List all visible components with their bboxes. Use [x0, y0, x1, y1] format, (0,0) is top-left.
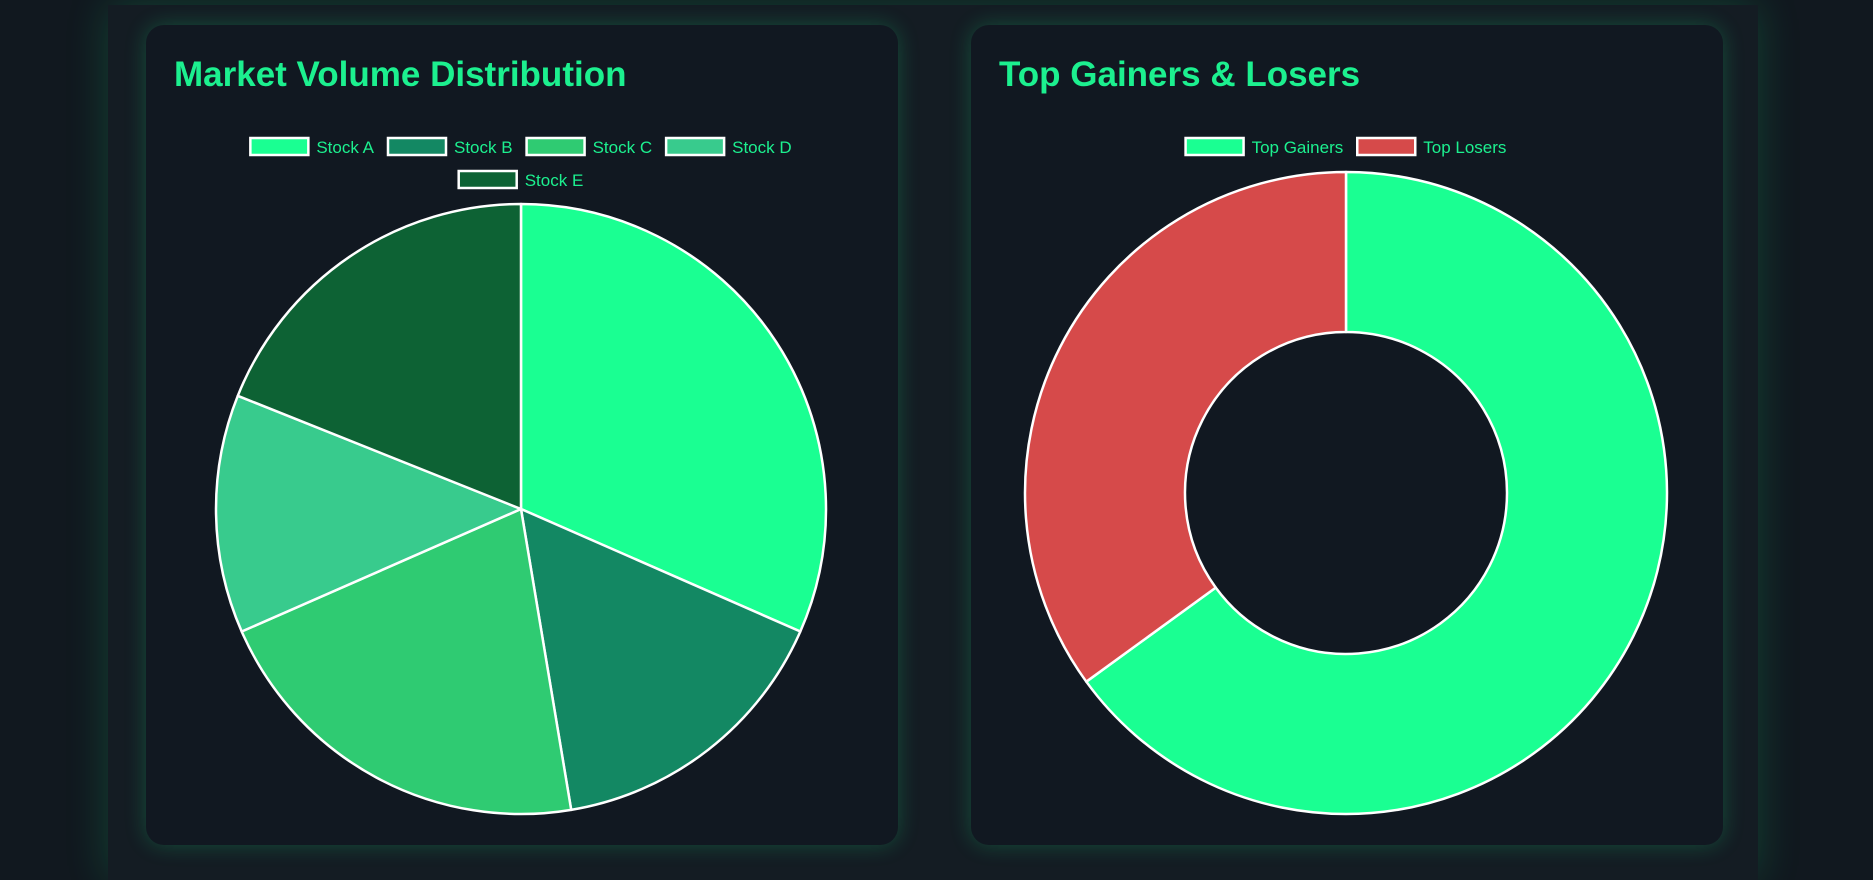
- legend-item-top-gainers[interactable]: Top Gainers: [1184, 136, 1344, 157]
- legend-swatch: [457, 169, 518, 190]
- legend-label: Stock B: [454, 138, 513, 157]
- slice-stock-c[interactable]: [240, 507, 573, 816]
- legend-swatch: [664, 136, 726, 157]
- gainers-losers-card: Top Gainers & Losers Top Gainers Top Lose…: [971, 25, 1723, 845]
- slice-top-gainers[interactable]: [1085, 170, 1669, 816]
- legend-swatch: [1356, 136, 1417, 157]
- legend-label: Top Gainers: [1252, 138, 1344, 157]
- gainers-losers-title: Top Gainers & Losers: [999, 55, 1361, 94]
- legend-swatch: [525, 136, 586, 157]
- legend-label: Stock D: [732, 138, 792, 157]
- slice-stock-d[interactable]: [214, 394, 523, 633]
- market-volume-card: Market Volume Distribution Stock A Stock …: [146, 25, 898, 845]
- slice-stock-e[interactable]: [236, 202, 523, 511]
- legend-swatch: [386, 136, 448, 157]
- legend-label: Top Losers: [1423, 138, 1506, 157]
- legend-label: Stock E: [525, 171, 584, 190]
- market-volume-title: Market Volume Distribution: [174, 55, 627, 94]
- legend-item-stock-a[interactable]: Stock A: [249, 136, 375, 157]
- slice-top-losers[interactable]: [1023, 170, 1348, 683]
- legend-swatch: [1184, 136, 1245, 157]
- slice-stock-a[interactable]: [519, 202, 828, 633]
- legend-item-stock-c[interactable]: Stock C: [525, 136, 653, 157]
- legend-swatch: [249, 136, 310, 157]
- slice-stock-b[interactable]: [519, 507, 802, 812]
- legend-item-stock-e[interactable]: Stock E: [457, 169, 584, 190]
- legend-item-stock-b[interactable]: Stock B: [386, 136, 513, 157]
- gainers-losers-doughnut-chart: Top Gainers Top Losers: [1023, 136, 1669, 816]
- legend-item-stock-d[interactable]: Stock D: [664, 136, 792, 157]
- legend-label: Stock C: [593, 138, 653, 157]
- market-volume-pie-chart: Stock A Stock B Stock C Stock D Stock E: [214, 136, 828, 816]
- legend-item-top-losers[interactable]: Top Losers: [1356, 136, 1506, 157]
- legend-label: Stock A: [316, 138, 374, 157]
